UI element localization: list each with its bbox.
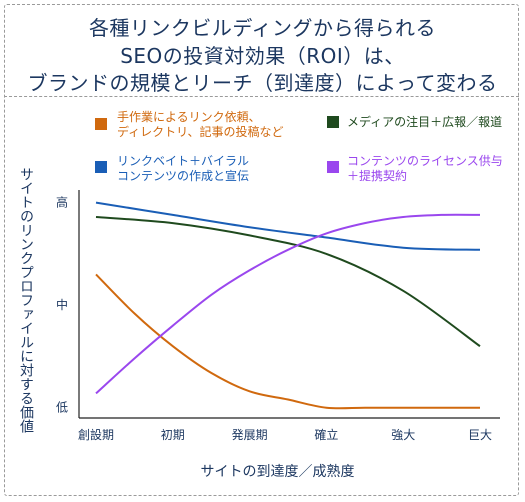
- legend-label-manual-line-1: 手作業によるリンク依頼、: [117, 110, 261, 124]
- title-divider: [4, 96, 519, 97]
- series-line-licensing: [95, 213, 481, 395]
- legend-swatch-media: [327, 116, 339, 128]
- chart-title-line-1: 各種リンクビルディングから得られる: [88, 16, 437, 40]
- legend-item-manual: 手作業によるリンク依頼、 ディレクトリ、記事の投稿など: [95, 110, 315, 144]
- legend-swatch-manual: [95, 118, 107, 130]
- x-tick-label: 発展期: [232, 428, 268, 442]
- legend-label-media: メディアの注目＋広報／報道: [347, 115, 503, 129]
- y-tick-label: 中: [56, 297, 68, 312]
- legend-item-licensing: コンテンツのライセンス供与 ＋提携契約: [327, 154, 517, 188]
- x-tick-label: 初期: [161, 428, 185, 442]
- legend-label-licensing-line-1: コンテンツのライセンス供与: [347, 154, 503, 168]
- series-line-media: [95, 216, 481, 348]
- legend-swatch-linkbait: [95, 161, 107, 173]
- legend-item-linkbait: リンクベイト＋バイラル コンテンツの作成と宣伝: [95, 154, 315, 188]
- x-tick-label: 確立: [314, 427, 338, 442]
- x-tick-label: 強大: [391, 428, 415, 442]
- legend-label-linkbait-line-1: リンクベイト＋バイラル: [117, 154, 250, 168]
- y-tick-label: 低: [56, 401, 68, 415]
- legend-label-linkbait-line-2: コンテンツの作成と宣伝: [117, 169, 250, 183]
- legend-swatch-licensing: [327, 161, 339, 173]
- chart-title-line-2: SEOの投資対効果（ROI）は、: [120, 44, 405, 68]
- y-axis-label: サイトのリンクプロファイルに対する価値: [18, 167, 34, 433]
- series-line-linkbait: [95, 201, 481, 251]
- x-tick-label: 創設期: [78, 427, 114, 442]
- legend-item-media: メディアの注目＋広報／報道: [327, 110, 517, 130]
- x-tick-label: 巨大: [468, 428, 492, 442]
- chart-title-line-3: ブランドの規模とリーチ（到達度）によって変わる: [27, 71, 498, 95]
- x-axis-label: サイトの到達度／成熟度: [200, 464, 355, 480]
- legend-label-licensing-line-2: ＋提携契約: [347, 169, 408, 183]
- y-tick-label: 高: [56, 195, 68, 210]
- legend-label-manual-line-2: ディレクトリ、記事の投稿など: [117, 125, 284, 139]
- series-line-manual: [95, 273, 480, 410]
